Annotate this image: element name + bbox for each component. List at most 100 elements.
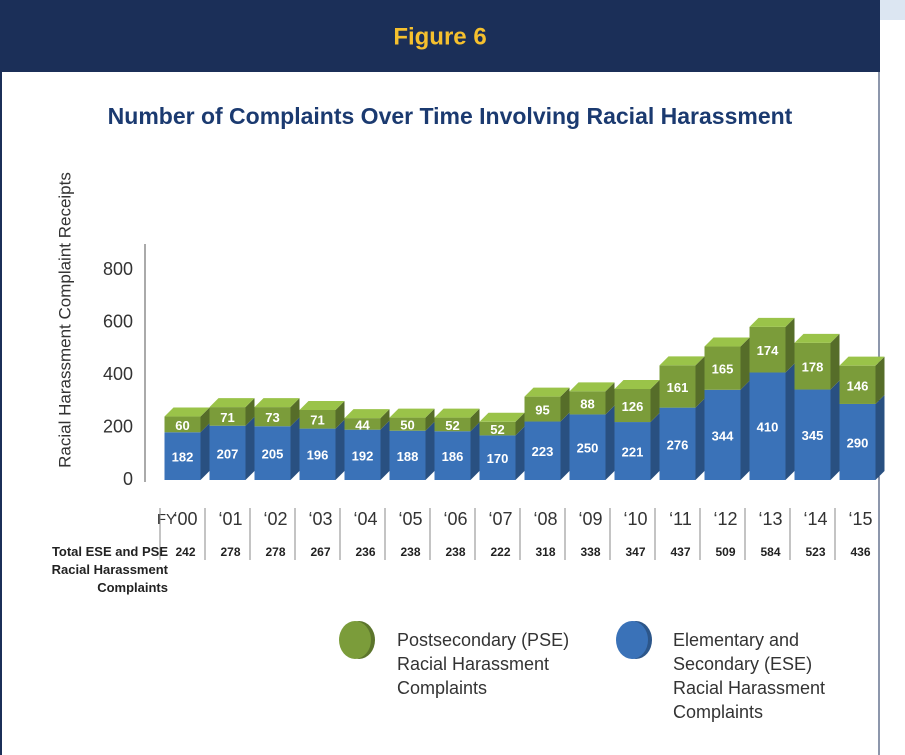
y-axis-label: Racial Harassment Complaint Receipts bbox=[55, 172, 74, 468]
bar bbox=[659, 365, 696, 408]
value-label: 146 bbox=[847, 378, 869, 393]
bar-top bbox=[794, 333, 840, 343]
bar-top bbox=[299, 400, 345, 410]
total-label: 338 bbox=[580, 545, 600, 559]
legend-label: Postsecondary (PSE) Racial Harassment Co… bbox=[397, 630, 570, 698]
bar-top bbox=[389, 408, 435, 418]
bar bbox=[434, 431, 471, 480]
total-label: 509 bbox=[715, 545, 735, 559]
bar bbox=[704, 389, 741, 480]
bar bbox=[479, 435, 516, 480]
bar-top bbox=[659, 356, 705, 366]
value-label: 290 bbox=[847, 435, 869, 450]
bar bbox=[254, 407, 291, 427]
bar-side bbox=[425, 408, 435, 431]
bar-side bbox=[605, 405, 615, 480]
bar-side bbox=[515, 426, 525, 480]
bar bbox=[614, 389, 651, 423]
total-label: 347 bbox=[625, 545, 645, 559]
bar bbox=[209, 407, 246, 426]
bar-side bbox=[560, 387, 570, 422]
value-label: 95 bbox=[535, 403, 549, 418]
bar-top bbox=[479, 412, 525, 422]
chart-title: Number of Complaints Over Time Involving… bbox=[108, 103, 793, 129]
bar bbox=[794, 342, 831, 390]
value-label: 170 bbox=[487, 451, 509, 466]
bar-top bbox=[569, 382, 615, 392]
x-axis-label: FY bbox=[157, 511, 176, 528]
value-label: 44 bbox=[355, 417, 370, 432]
bar-top bbox=[344, 409, 390, 419]
total-label: 222 bbox=[490, 545, 510, 559]
bar-side bbox=[245, 416, 255, 480]
total-label: 278 bbox=[265, 545, 285, 559]
value-label: 50 bbox=[400, 418, 414, 433]
legend-swatch bbox=[616, 621, 648, 659]
bar-side bbox=[785, 317, 795, 373]
value-label: 73 bbox=[265, 410, 279, 425]
value-label: 52 bbox=[490, 422, 504, 437]
bar-side bbox=[830, 333, 840, 390]
value-label: 88 bbox=[580, 396, 594, 411]
bar-side bbox=[740, 337, 750, 390]
bar-side bbox=[425, 421, 435, 480]
total-label: 436 bbox=[850, 545, 870, 559]
x-tick-label: ‘14 bbox=[803, 509, 827, 529]
value-label: 223 bbox=[532, 444, 554, 459]
value-label: 344 bbox=[712, 428, 734, 443]
x-tick-label: ‘15 bbox=[848, 509, 872, 529]
value-label: 276 bbox=[667, 437, 689, 452]
bar-side bbox=[290, 398, 300, 427]
bar bbox=[659, 407, 696, 480]
bar-side bbox=[875, 394, 885, 480]
value-label: 161 bbox=[667, 380, 689, 395]
y-tick-label: 0 bbox=[123, 469, 133, 489]
x-tick-label: ‘00 bbox=[173, 509, 197, 529]
bar-side bbox=[470, 408, 480, 432]
header-band bbox=[0, 0, 880, 72]
total-label: 236 bbox=[355, 545, 375, 559]
bar-side bbox=[830, 380, 840, 480]
value-label: 207 bbox=[217, 446, 239, 461]
value-label: 182 bbox=[172, 450, 194, 465]
bar-side bbox=[335, 400, 345, 429]
figure-title: Figure 6 bbox=[393, 23, 486, 50]
total-label: 278 bbox=[220, 545, 240, 559]
x-tick-label: ‘10 bbox=[623, 509, 647, 529]
bar-side bbox=[335, 419, 345, 480]
bar-top bbox=[164, 407, 210, 417]
bar-side bbox=[380, 420, 390, 480]
total-label: 523 bbox=[805, 545, 825, 559]
bar bbox=[479, 421, 516, 436]
x-tick-label: ‘05 bbox=[398, 509, 422, 529]
total-label: 584 bbox=[760, 545, 780, 559]
y-tick-label: 600 bbox=[103, 311, 133, 331]
total-label: 238 bbox=[400, 545, 420, 559]
value-label: 60 bbox=[175, 418, 189, 433]
bar bbox=[569, 391, 606, 415]
bar bbox=[794, 389, 831, 480]
x-tick-label: ‘06 bbox=[443, 509, 467, 529]
bar-top bbox=[434, 408, 480, 418]
bar-side bbox=[560, 412, 570, 480]
bar bbox=[704, 346, 741, 390]
value-label: 71 bbox=[310, 413, 324, 428]
bar-side bbox=[650, 380, 660, 423]
bar bbox=[839, 365, 876, 404]
legend-label: Elementary and Secondary (ESE) Racial Ha… bbox=[673, 630, 826, 722]
bar bbox=[344, 429, 381, 480]
bar-side bbox=[245, 398, 255, 426]
value-label: 188 bbox=[397, 449, 419, 464]
bar-side bbox=[650, 413, 660, 480]
y-tick-label: 800 bbox=[103, 259, 133, 279]
totals-label: Total ESE and PSE Racial Harassment Comp… bbox=[51, 544, 168, 595]
x-tick-label: ‘12 bbox=[713, 509, 737, 529]
x-tick-label: ‘11 bbox=[669, 509, 692, 529]
value-label: 186 bbox=[442, 449, 464, 464]
bar bbox=[344, 418, 381, 430]
bar-top bbox=[254, 398, 300, 408]
bar bbox=[839, 403, 876, 480]
total-label: 238 bbox=[445, 545, 465, 559]
bar-top bbox=[704, 337, 750, 347]
